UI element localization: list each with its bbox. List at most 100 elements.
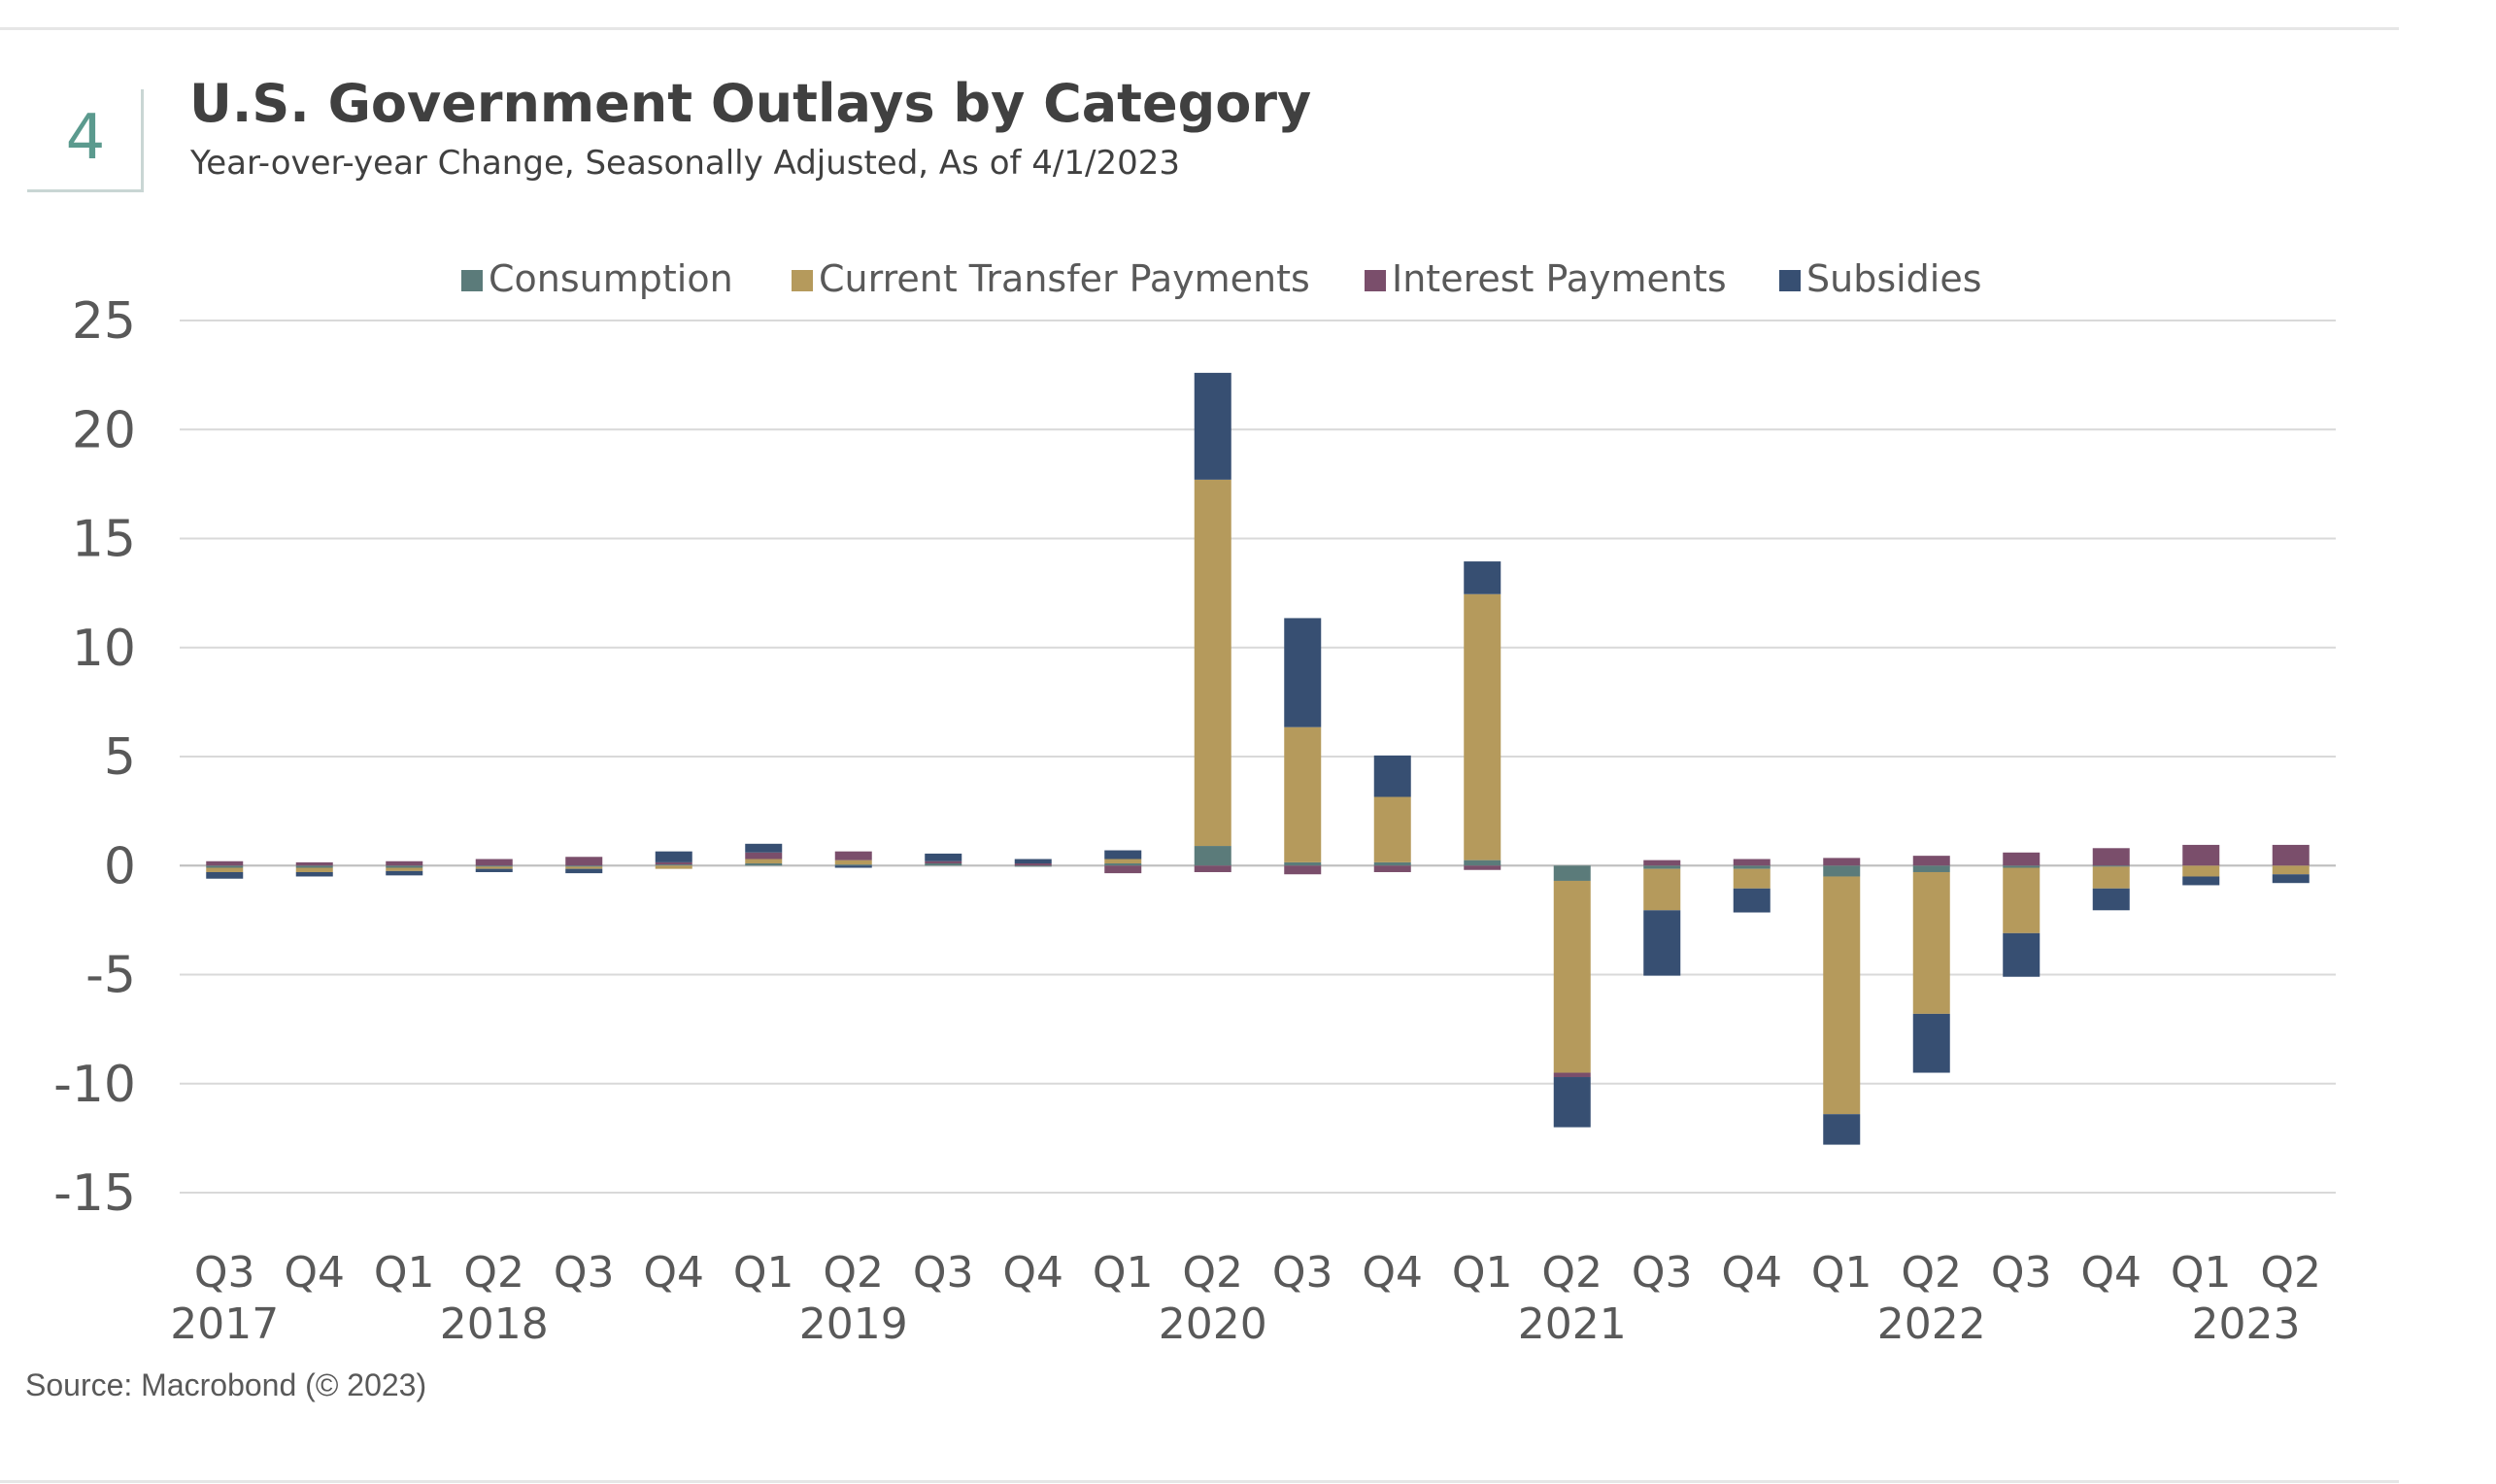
x-tick-label-15: Q2 xyxy=(1541,1248,1602,1298)
bar-subsidies-8 xyxy=(925,853,962,861)
bar-subsidies-2 xyxy=(386,870,423,876)
x-tick-label-12: Q3 xyxy=(1272,1248,1333,1298)
bar-consumption-1 xyxy=(295,865,333,868)
x-tick-label-7: Q2 xyxy=(823,1248,884,1298)
bar-interest-payments-16 xyxy=(1643,860,1681,866)
bar-consumption-14 xyxy=(1464,860,1501,866)
bar-consumption-16 xyxy=(1643,865,1681,869)
legend-label-current-transfer-payments: Current Transfer Payments xyxy=(819,257,1310,300)
y-tick-label-0: 25 xyxy=(72,292,136,351)
bar-current-transfer-payments-14 xyxy=(1464,593,1501,860)
x-tick-label-21: Q4 xyxy=(2080,1248,2142,1298)
bar-subsidies-18 xyxy=(1823,1114,1861,1145)
x-year-label-2018: 2018 xyxy=(440,1299,549,1349)
y-tick-label-4: 5 xyxy=(104,728,136,787)
legend-swatch-interest-payments xyxy=(1365,270,1386,291)
bar-current-transfer-payments-21 xyxy=(2092,866,2130,889)
bar-interest-payments-8 xyxy=(925,860,962,864)
bar-subsidies-11 xyxy=(1194,372,1231,480)
top-divider xyxy=(0,27,2399,30)
x-tick-label-11: Q2 xyxy=(1182,1248,1243,1298)
x-year-label-2021: 2021 xyxy=(1518,1299,1627,1349)
bar-subsidies-23 xyxy=(2272,874,2310,884)
bar-subsidies-9 xyxy=(1014,859,1052,864)
bar-consumption-6 xyxy=(745,863,783,866)
bar-consumption-9 xyxy=(1014,865,1052,867)
bar-interest-payments-12 xyxy=(1284,865,1322,875)
bar-current-transfer-payments-23 xyxy=(2272,865,2310,875)
bar-subsidies-5 xyxy=(655,851,692,862)
bar-subsidies-12 xyxy=(1284,618,1322,727)
x-tick-label-5: Q4 xyxy=(643,1248,704,1298)
x-tick-label-0: Q3 xyxy=(194,1248,255,1298)
bar-consumption-10 xyxy=(1104,863,1142,866)
bar-interest-payments-18 xyxy=(1823,858,1861,866)
x-year-label-2019: 2019 xyxy=(799,1299,908,1349)
x-tick-label-2: Q1 xyxy=(374,1248,435,1298)
bar-interest-payments-23 xyxy=(2272,844,2310,866)
bar-consumption-8 xyxy=(925,863,962,866)
bar-interest-payments-13 xyxy=(1373,865,1411,872)
bar-consumption-18 xyxy=(1823,865,1861,877)
bar-current-transfer-payments-16 xyxy=(1643,868,1681,911)
bar-interest-payments-19 xyxy=(1912,856,1950,866)
bar-consumption-12 xyxy=(1284,861,1322,866)
x-tick-label-19: Q2 xyxy=(1901,1248,1962,1298)
x-tick-label-17: Q4 xyxy=(1721,1248,1782,1298)
bar-consumption-2 xyxy=(386,865,423,868)
bar-current-transfer-payments-13 xyxy=(1373,796,1411,862)
y-tick-label-6: -5 xyxy=(85,947,136,1005)
bar-interest-payments-11 xyxy=(1194,865,1231,872)
bar-current-transfer-payments-17 xyxy=(1733,868,1771,889)
x-tick-label-10: Q1 xyxy=(1093,1248,1154,1298)
bar-subsidies-4 xyxy=(565,868,603,874)
x-year-label-2017: 2017 xyxy=(170,1299,279,1349)
legend-swatch-consumption xyxy=(461,270,483,291)
x-tick-label-8: Q3 xyxy=(913,1248,974,1298)
x-tick-label-13: Q4 xyxy=(1362,1248,1423,1298)
bar-consumption-13 xyxy=(1373,861,1411,866)
x-year-label-2023: 2023 xyxy=(2192,1299,2301,1349)
bar-current-transfer-payments-7 xyxy=(834,860,872,865)
bar-subsidies-22 xyxy=(2182,876,2220,886)
bar-current-transfer-payments-22 xyxy=(2182,865,2220,877)
x-tick-label-6: Q1 xyxy=(733,1248,794,1298)
bar-current-transfer-payments-2 xyxy=(386,867,423,871)
bar-interest-payments-2 xyxy=(386,860,423,866)
bar-subsidies-16 xyxy=(1643,910,1681,976)
bar-interest-payments-21 xyxy=(2092,848,2130,866)
bar-current-transfer-payments-11 xyxy=(1194,479,1231,847)
source-note: Source: Macrobond (© 2023) xyxy=(25,1367,427,1402)
bar-current-transfer-payments-15 xyxy=(1553,880,1591,1073)
bar-current-transfer-payments-20 xyxy=(2003,867,2041,933)
bar-interest-payments-1 xyxy=(295,861,333,866)
bar-interest-payments-10 xyxy=(1104,865,1142,874)
legend-label-consumption: Consumption xyxy=(489,257,733,300)
bar-consumption-4 xyxy=(565,865,603,867)
bar-subsidies-19 xyxy=(1912,1013,1950,1073)
bar-interest-payments-22 xyxy=(2182,844,2220,866)
bar-subsidies-21 xyxy=(2092,888,2130,911)
bar-current-transfer-payments-12 xyxy=(1284,726,1322,862)
bar-consumption-5 xyxy=(655,864,692,866)
x-tick-label-1: Q4 xyxy=(284,1248,345,1298)
legend-swatch-subsidies xyxy=(1779,270,1801,291)
figure-number: 4 xyxy=(65,102,106,174)
x-tick-label-4: Q3 xyxy=(554,1248,615,1298)
bar-subsidies-14 xyxy=(1464,561,1501,594)
chart-title: U.S. Government Outlays by Category xyxy=(189,73,1312,134)
x-year-label-2022: 2022 xyxy=(1877,1299,1986,1349)
bar-current-transfer-payments-0 xyxy=(206,867,244,872)
bottom-divider xyxy=(0,1480,2399,1483)
bar-subsidies-1 xyxy=(295,871,333,877)
bar-current-transfer-payments-10 xyxy=(1104,859,1142,864)
bar-interest-payments-5 xyxy=(655,861,692,865)
bar-current-transfer-payments-4 xyxy=(565,866,603,869)
bar-interest-payments-7 xyxy=(834,851,872,860)
bar-subsidies-10 xyxy=(1104,850,1142,860)
bar-interest-payments-3 xyxy=(475,859,513,866)
bar-subsidies-15 xyxy=(1553,1077,1591,1128)
bar-subsidies-7 xyxy=(834,865,872,868)
y-tick-label-3: 10 xyxy=(72,620,136,678)
